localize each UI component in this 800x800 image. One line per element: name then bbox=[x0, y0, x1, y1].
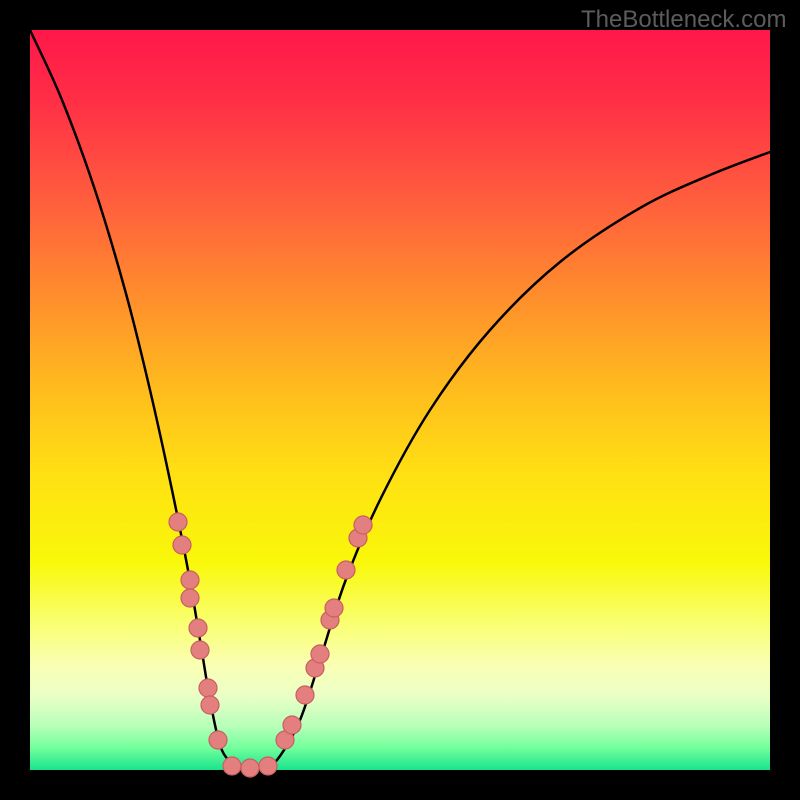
data-marker bbox=[191, 641, 209, 659]
bottleneck-curve bbox=[30, 30, 770, 769]
data-marker bbox=[181, 589, 199, 607]
data-marker bbox=[354, 516, 372, 534]
data-marker bbox=[173, 536, 191, 554]
data-marker bbox=[337, 561, 355, 579]
data-marker bbox=[325, 599, 343, 617]
data-marker bbox=[296, 686, 314, 704]
data-marker bbox=[311, 645, 329, 663]
chart-overlay-svg bbox=[0, 0, 800, 800]
data-marker bbox=[259, 757, 277, 775]
data-marker bbox=[199, 679, 217, 697]
data-marker bbox=[241, 759, 259, 777]
data-markers-group bbox=[169, 513, 372, 777]
data-marker bbox=[169, 513, 187, 531]
data-marker bbox=[201, 696, 219, 714]
chart-stage: TheBottleneck.com bbox=[0, 0, 800, 800]
data-marker bbox=[223, 757, 241, 775]
data-marker bbox=[181, 571, 199, 589]
data-marker bbox=[189, 619, 207, 637]
data-marker bbox=[283, 716, 301, 734]
data-marker bbox=[209, 731, 227, 749]
